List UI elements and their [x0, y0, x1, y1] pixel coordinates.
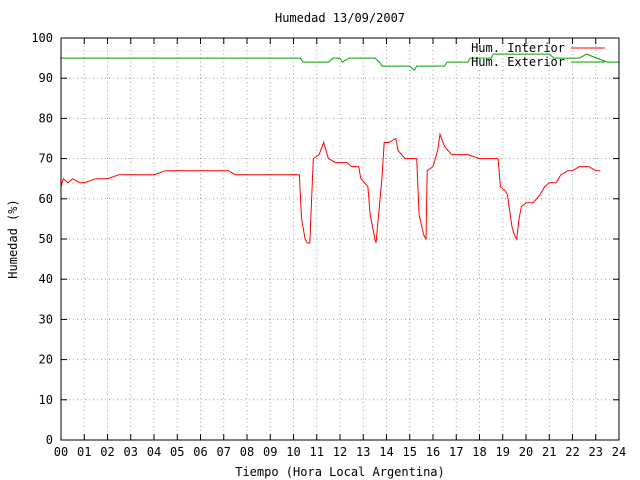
- x-tick-label: 18: [472, 445, 486, 459]
- x-tick-label: 06: [193, 445, 207, 459]
- x-tick-label: 03: [124, 445, 138, 459]
- axis-ticks: 00 01 02 03 04 05 06 07 08 09 10 11 12 13 14 15 16 17 18 19…: [31, 31, 626, 459]
- x-tick-label: 20: [519, 445, 533, 459]
- x-tick-label: 05: [170, 445, 184, 459]
- x-tick-label: 13: [356, 445, 370, 459]
- legend: Hum. Interior Hum. Exterior: [471, 41, 605, 69]
- x-tick-label: 16: [426, 445, 440, 459]
- y-tick-label: 60: [39, 192, 53, 206]
- x-tick-label: 17: [449, 445, 463, 459]
- legend-label-interior: Hum. Interior: [471, 41, 565, 55]
- y-tick-label: 70: [39, 152, 53, 166]
- y-tick-label: 30: [39, 312, 53, 326]
- x-tick-label: 23: [589, 445, 603, 459]
- y-tick-label: 50: [39, 232, 53, 246]
- x-tick-label: 02: [100, 445, 114, 459]
- x-tick-label: 15: [403, 445, 417, 459]
- series-lines: [60, 53, 619, 244]
- x-axis-label: Tiempo (Hora Local Argentina): [235, 465, 445, 479]
- x-tick-label: 12: [333, 445, 347, 459]
- y-tick-label: 0: [46, 433, 53, 447]
- legend-label-exterior: Hum. Exterior: [471, 55, 565, 69]
- x-tick-label: 19: [496, 445, 510, 459]
- y-tick-label: 10: [39, 393, 53, 407]
- x-tick-label: 10: [286, 445, 300, 459]
- x-tick-label: 22: [565, 445, 579, 459]
- y-tick-label: 80: [39, 111, 53, 125]
- y-tick-label: 40: [39, 272, 53, 286]
- y-axis-label: Humedad (%): [6, 199, 20, 278]
- x-tick-label: 01: [77, 445, 91, 459]
- y-tick-label: 20: [39, 353, 53, 367]
- x-tick-label: 07: [217, 445, 231, 459]
- chart-title: Humedad 13/09/2007: [275, 11, 405, 25]
- x-tick-label: 24: [612, 445, 626, 459]
- x-tick-label: 11: [310, 445, 324, 459]
- x-tick-label: 21: [542, 445, 556, 459]
- x-tick-label: 04: [147, 445, 161, 459]
- y-tick-label: 100: [31, 31, 53, 45]
- x-tick-label: 00: [54, 445, 68, 459]
- series-line-interior: [60, 132, 601, 244]
- y-tick-label: 90: [39, 71, 53, 85]
- grid-lines: [61, 38, 619, 440]
- x-tick-label: 09: [263, 445, 277, 459]
- series-line-exterior: [61, 53, 619, 71]
- x-tick-label: 08: [240, 445, 254, 459]
- x-tick-label: 14: [379, 445, 393, 459]
